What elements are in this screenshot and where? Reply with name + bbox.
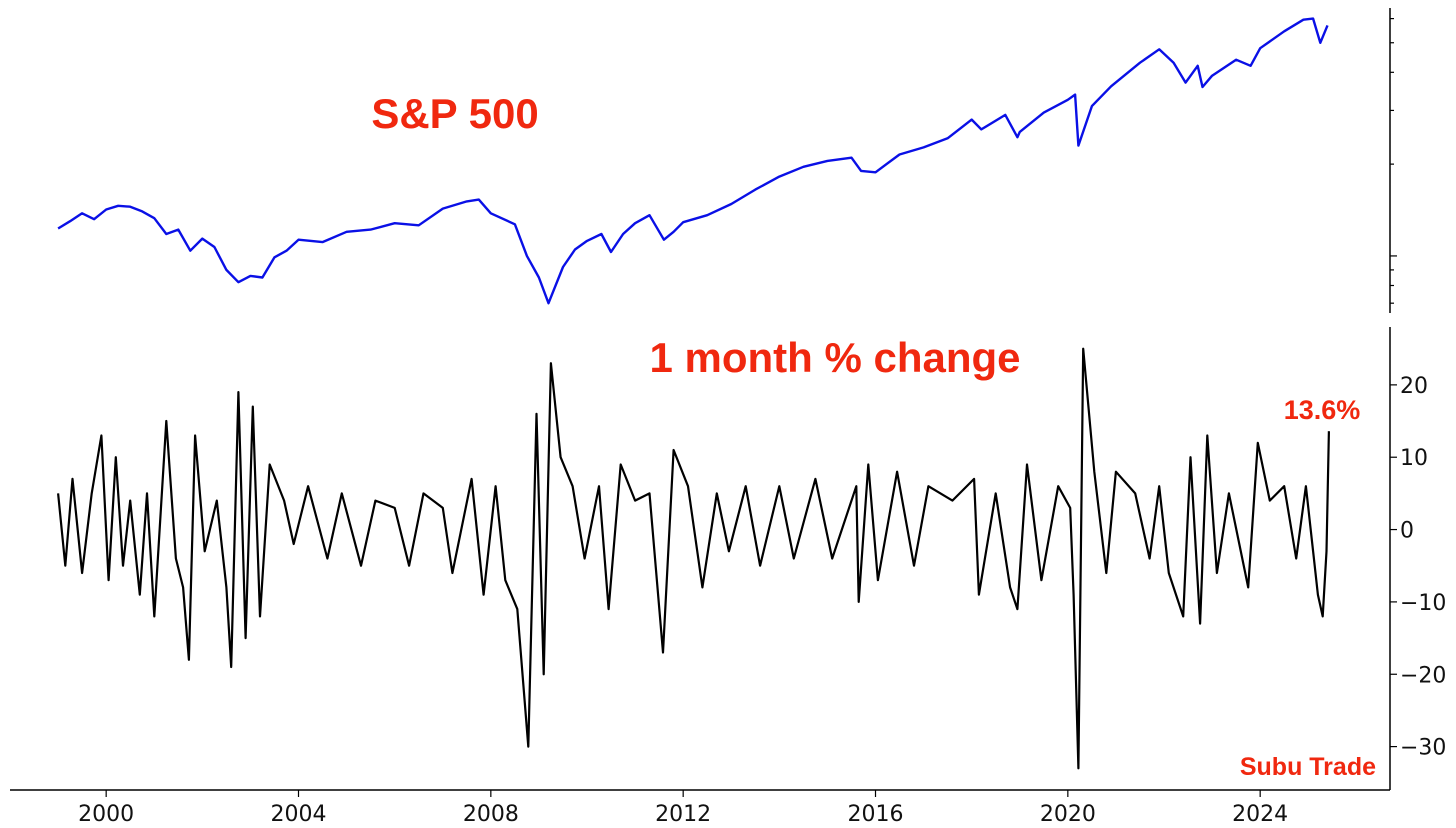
y-tick-label: −30 <box>1400 736 1446 761</box>
y-tick-label: 0 <box>1400 519 1414 544</box>
top-axis-ticks <box>1390 18 1397 304</box>
sp500-price-panel <box>57 8 1397 313</box>
monthly-change-line <box>57 347 1330 770</box>
x-tick-label: 2020 <box>1040 802 1096 827</box>
y-tick-label: 10 <box>1400 446 1428 471</box>
y-axis-ticks: 20 10 0 −10 −20 −30 <box>1390 374 1446 761</box>
x-tick-label: 2000 <box>78 802 134 827</box>
x-tick-label: 2012 <box>655 802 711 827</box>
x-tick-label: 2024 <box>1232 802 1288 827</box>
y-tick-label: −20 <box>1400 663 1446 688</box>
sp500-title: S&P 500 <box>371 90 538 137</box>
x-axis-ticks: 2000 2004 2008 2012 2016 2020 2024 <box>78 790 1288 827</box>
x-tick-label: 2016 <box>848 802 904 827</box>
x-tick-label: 2004 <box>271 802 327 827</box>
monthly-change-title: 1 month % change <box>649 334 1020 381</box>
y-tick-label: −10 <box>1400 591 1446 616</box>
credit-label: Subu Trade <box>1240 753 1376 781</box>
y-tick-label: 20 <box>1400 374 1428 399</box>
latest-change-annotation: 13.6% <box>1284 395 1361 425</box>
sp500-price-line <box>57 17 1329 305</box>
x-tick-label: 2008 <box>463 802 519 827</box>
